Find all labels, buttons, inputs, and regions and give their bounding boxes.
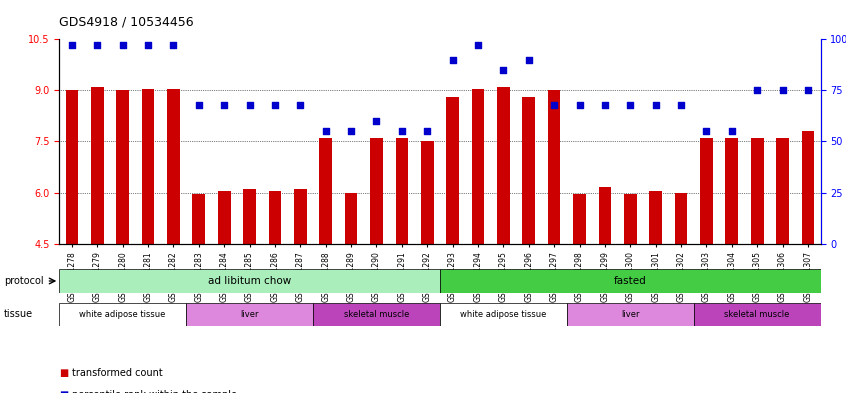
Point [370,118,383,124]
Point [116,42,129,49]
Bar [192,194,205,244]
Bar [319,138,332,244]
Text: liver: liver [621,310,640,319]
Point [471,42,485,49]
Point [420,128,434,134]
Point [725,128,739,134]
Point [497,67,510,73]
Bar [801,131,814,244]
Point [91,42,104,49]
Point [750,87,764,94]
Point [395,128,409,134]
FancyBboxPatch shape [440,303,567,326]
Point [700,128,713,134]
FancyBboxPatch shape [567,303,694,326]
Bar [116,90,129,244]
Bar [420,141,433,244]
Point [192,101,206,108]
Point [167,42,180,49]
Text: white adipose tissue: white adipose tissue [460,310,547,319]
Bar [345,193,357,244]
Bar [750,138,763,244]
Bar [66,90,78,244]
Bar [395,138,408,244]
Text: tissue: tissue [4,309,33,320]
Point [217,101,231,108]
Text: percentile rank within the sample: percentile rank within the sample [72,390,237,393]
FancyBboxPatch shape [186,303,313,326]
Bar [447,97,459,244]
Text: ad libitum chow: ad libitum chow [208,276,291,286]
Bar [700,138,712,244]
Bar [674,193,687,244]
Bar [268,191,281,244]
Bar [522,97,536,244]
Text: skeletal muscle: skeletal muscle [724,310,790,319]
Bar [624,194,636,244]
Text: transformed count: transformed count [72,368,162,378]
Point [624,101,637,108]
Point [446,57,459,63]
Bar [371,138,382,244]
Point [268,101,282,108]
FancyBboxPatch shape [59,303,186,326]
Point [598,101,612,108]
Text: liver: liver [240,310,259,319]
FancyBboxPatch shape [440,269,821,293]
Bar [497,87,509,244]
Text: GDS4918 / 10534456: GDS4918 / 10534456 [59,16,194,29]
Text: white adipose tissue: white adipose tissue [80,310,166,319]
Point [649,101,662,108]
FancyBboxPatch shape [313,303,440,326]
Bar [574,194,585,244]
Text: protocol: protocol [4,276,44,286]
Bar [141,89,154,244]
FancyBboxPatch shape [59,269,440,293]
Bar [217,191,230,244]
Text: skeletal muscle: skeletal muscle [343,310,409,319]
Bar [471,89,484,244]
Point [776,87,789,94]
Point [547,101,561,108]
Text: ■: ■ [59,368,69,378]
Point [674,101,688,108]
Bar [598,187,611,244]
Point [141,42,155,49]
Point [573,101,586,108]
Bar [548,90,560,244]
Point [344,128,358,134]
Text: ■: ■ [59,390,69,393]
Point [243,101,256,108]
Text: fasted: fasted [614,276,646,286]
Bar [244,189,255,244]
Bar [776,138,788,244]
Bar [91,87,103,244]
Point [522,57,536,63]
Bar [294,189,306,244]
Bar [168,89,179,244]
Point [319,128,332,134]
FancyBboxPatch shape [694,303,821,326]
Point [801,87,815,94]
Bar [725,138,738,244]
Point [294,101,307,108]
Bar [650,191,662,244]
Point [65,42,79,49]
